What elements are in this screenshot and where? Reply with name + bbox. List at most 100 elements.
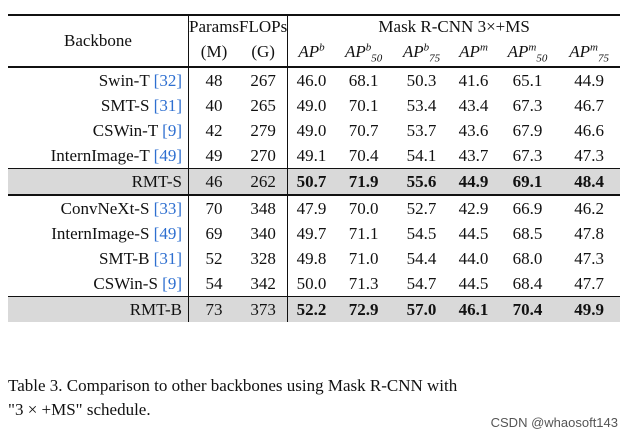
metric-cell: 46.2 [574,199,605,218]
metric-cell: 47.9 [296,199,327,218]
table-row: CSWin-T [9] 42 279 49.0 70.7 53.7 43.6 67.9 46.6 [8,118,620,143]
results-table-container: Backbone Params FLOPs Mask R-CNN 3×+MS (… [8,14,620,322]
metric-cell: 68.0 [512,249,543,268]
metric-cell: 44.9 [574,71,605,90]
citation-link[interactable]: [32] [153,71,182,90]
metric-cell: 68.1 [348,71,379,90]
metric-cell: 47.3 [574,146,605,165]
metric-cell: 70.7 [348,121,379,140]
metric-cell: 41.6 [458,71,489,90]
results-table: Backbone Params FLOPs Mask R-CNN 3×+MS (… [8,14,620,322]
metric-cell: 67.3 [512,96,543,115]
metric-cell: 43.4 [458,96,489,115]
params-unit: (M) [200,42,228,61]
metric-cell: 42.9 [458,199,489,218]
citation-link[interactable]: [49] [153,146,182,165]
table-row: InternImage-T [49] 49 270 49.1 70.4 54.1 43.7 6… [8,143,620,169]
backbone-name: RMT-B [129,300,182,319]
metric-cell: 50.0 [296,274,327,293]
metric-cell: 54.7 [406,274,437,293]
backbone-cell: SMT-B [31] [8,246,189,271]
metric-cell: 71.0 [348,249,379,268]
metric-cell: 47.3 [574,249,605,268]
backbone-name: RMT-S [131,172,182,191]
metric-cell: 67.9 [512,121,543,140]
backbone-cell: SMT-S [31] [8,93,189,118]
flops-cell: 340 [239,221,289,246]
params-cell: 54 [205,274,223,293]
citation-link[interactable]: [9] [162,274,182,293]
citation-link[interactable]: [49] [153,224,182,243]
params-cell: 48 [205,71,223,90]
backbone-name: InternImage-S [51,224,150,243]
metric-cell: 68.4 [512,274,543,293]
metric-cell: 46.1 [450,296,497,322]
params-cell: 73 [188,296,240,322]
table-caption: Table 3. Comparison to other backbones u… [8,374,628,422]
metric-cell: 54.4 [406,249,437,268]
metric-cell: 67.3 [512,146,543,165]
metric-cell: 65.1 [512,71,543,90]
metric-cell: 53.7 [406,121,437,140]
table-body: Swin-T [32] 48 267 46.0 68.1 50.3 41.6 65.1 44.9… [8,67,620,322]
backbone-name: CSWin-T [92,121,158,140]
caption-line: Table 3. Comparison to other backbones u… [8,376,458,395]
metric-cell: 44.0 [458,249,489,268]
backbone-cell: Swin-T [32] [8,67,189,93]
metric-header: APb [298,41,325,61]
backbone-cell: InternImage-T [49] [8,143,189,169]
backbone-name: ConvNeXt-S [60,199,150,218]
metric-cell: 47.7 [574,274,605,293]
flops-cell: 267 [239,67,289,93]
metric-cell: 46.6 [574,121,605,140]
backbone-cell: ConvNeXt-S [33] [8,195,189,221]
metric-cell: 57.0 [392,296,451,322]
watermark: CSDN @whaosoft143 [490,415,618,430]
metric-cell: 44.9 [450,168,497,195]
metric-cell: 43.6 [458,121,489,140]
citation-link[interactable]: [31] [153,249,182,268]
params-cell: 49 [205,146,223,165]
metric-cell: 43.7 [458,146,489,165]
metric-cell: 48.4 [558,168,620,195]
flops-cell: 373 [239,296,289,322]
metric-cell: 71.3 [348,274,379,293]
group-header: Mask R-CNN 3×+MS [378,17,530,36]
metric-cell: 52.7 [406,199,437,218]
metric-cell: 50.7 [287,168,335,195]
metric-cell: 72.9 [334,296,393,322]
flops-header: FLOPs [239,15,289,38]
params-cell: 52 [205,249,223,268]
metric-cell: 54.5 [406,224,437,243]
metric-cell: 50.3 [406,71,437,90]
flops-cell: 342 [239,271,289,297]
metric-cell: 44.5 [458,274,489,293]
metric-cell: 54.1 [406,146,437,165]
metric-cell: 49.7 [296,224,327,243]
metric-cell: 49.9 [558,296,620,322]
citation-link[interactable]: [31] [153,96,182,115]
metric-cell: 46.7 [574,96,605,115]
metric-cell: 70.4 [496,296,559,322]
table-row: RMT-S 46 262 50.7 71.9 55.6 44.9 69.1 48.4 [8,168,620,195]
metric-cell: 71.1 [348,224,379,243]
flops-cell: 328 [239,246,289,271]
table-row: SMT-S [31] 40 265 49.0 70.1 53.4 43.4 67.3 46.7 [8,93,620,118]
backbone-cell: CSWin-T [9] [8,118,189,143]
metric-cell: 52.2 [287,296,335,322]
backbone-cell: CSWin-S [9] [8,271,189,297]
metric-cell: 44.5 [458,224,489,243]
flops-unit: (G) [239,38,289,67]
metric-cell: 46.0 [296,71,327,90]
table-row: SMT-B [31] 52 328 49.8 71.0 54.4 44.0 68.0 47.3 [8,246,620,271]
citation-link[interactable]: [9] [162,121,182,140]
backbone-name: SMT-S [100,96,150,115]
backbone-name: CSWin-S [93,274,158,293]
backbone-cell: RMT-S [8,168,189,195]
citation-link[interactable]: [33] [153,199,182,218]
metric-cell: 49.8 [296,249,327,268]
params-cell: 42 [205,121,223,140]
backbone-name: Swin-T [98,71,150,90]
metric-cell: 70.1 [348,96,379,115]
flops-cell: 270 [239,143,289,169]
